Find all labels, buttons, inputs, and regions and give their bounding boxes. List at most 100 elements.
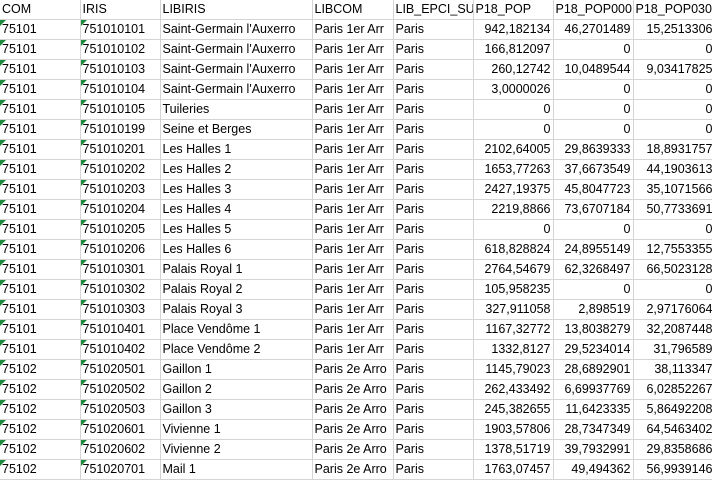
- cell[interactable]: 2764,54679: [473, 259, 554, 280]
- cell[interactable]: 38,113347: [633, 359, 712, 380]
- cell[interactable]: 0: [553, 279, 634, 300]
- cell[interactable]: Gaillon 1: [160, 359, 313, 380]
- cell[interactable]: 29,8358686: [633, 439, 712, 460]
- header-cell[interactable]: P18_POP030: [633, 0, 712, 20]
- cell[interactable]: 0: [553, 79, 634, 100]
- cell[interactable]: Paris 1er Arr: [312, 19, 394, 40]
- cell[interactable]: Paris: [393, 419, 474, 440]
- header-cell[interactable]: LIBIRIS: [160, 0, 313, 20]
- header-cell[interactable]: P18_POP: [473, 0, 554, 20]
- cell[interactable]: 1145,79023: [473, 359, 554, 380]
- cell[interactable]: 49,494362: [553, 459, 634, 480]
- cell[interactable]: Paris 2e Arro: [312, 379, 394, 400]
- cell[interactable]: 5,86492208: [633, 399, 712, 420]
- cell[interactable]: 1167,32772: [473, 319, 554, 340]
- cell[interactable]: Paris: [393, 119, 474, 140]
- cell[interactable]: 751010204: [80, 199, 161, 220]
- cell[interactable]: 11,6423335: [553, 399, 634, 420]
- cell[interactable]: Vivienne 2: [160, 439, 313, 460]
- cell[interactable]: 29,8639333: [553, 139, 634, 160]
- cell[interactable]: 66,5023128: [633, 259, 712, 280]
- cell[interactable]: Seine et Berges: [160, 119, 313, 140]
- cell[interactable]: 751010202: [80, 159, 161, 180]
- cell[interactable]: Paris: [393, 399, 474, 420]
- cell[interactable]: 75102: [0, 419, 81, 440]
- cell[interactable]: 751010101: [80, 19, 161, 40]
- cell[interactable]: Paris 1er Arr: [312, 79, 394, 100]
- cell[interactable]: Paris 1er Arr: [312, 259, 394, 280]
- cell[interactable]: 751010401: [80, 319, 161, 340]
- cell[interactable]: 46,2701489: [553, 19, 634, 40]
- cell[interactable]: Tuileries: [160, 99, 313, 120]
- cell[interactable]: 751010102: [80, 39, 161, 60]
- cell[interactable]: 751010402: [80, 339, 161, 360]
- cell[interactable]: 75102: [0, 379, 81, 400]
- cell[interactable]: 24,8955149: [553, 239, 634, 260]
- cell[interactable]: 2,898519: [553, 299, 634, 320]
- cell[interactable]: Gaillon 2: [160, 379, 313, 400]
- cell[interactable]: Saint-Germain l'Auxerro: [160, 59, 313, 80]
- cell[interactable]: Paris: [393, 79, 474, 100]
- cell[interactable]: Gaillon 3: [160, 399, 313, 420]
- cell[interactable]: 28,7347349: [553, 419, 634, 440]
- cell[interactable]: 75101: [0, 199, 81, 220]
- header-cell[interactable]: LIBCOM: [312, 0, 394, 20]
- cell[interactable]: 12,7553355: [633, 239, 712, 260]
- cell[interactable]: Paris 1er Arr: [312, 279, 394, 300]
- cell[interactable]: Palais Royal 3: [160, 299, 313, 320]
- cell[interactable]: 2219,8866: [473, 199, 554, 220]
- cell[interactable]: 751020602: [80, 439, 161, 460]
- cell[interactable]: Paris 2e Arro: [312, 419, 394, 440]
- cell[interactable]: Paris: [393, 379, 474, 400]
- cell[interactable]: Paris: [393, 179, 474, 200]
- cell[interactable]: 37,6673549: [553, 159, 634, 180]
- cell[interactable]: Paris 1er Arr: [312, 339, 394, 360]
- cell[interactable]: 44,1903613: [633, 159, 712, 180]
- cell[interactable]: Les Halles 1: [160, 139, 313, 160]
- cell[interactable]: 75101: [0, 19, 81, 40]
- cell[interactable]: 751020502: [80, 379, 161, 400]
- cell[interactable]: Saint-Germain l'Auxerro: [160, 79, 313, 100]
- cell[interactable]: 18,8931757: [633, 139, 712, 160]
- cell[interactable]: Paris 1er Arr: [312, 59, 394, 80]
- cell[interactable]: Paris: [393, 19, 474, 40]
- cell[interactable]: 62,3268497: [553, 259, 634, 280]
- cell[interactable]: 75101: [0, 179, 81, 200]
- cell[interactable]: 75101: [0, 99, 81, 120]
- cell[interactable]: 751010105: [80, 99, 161, 120]
- cell[interactable]: 0: [633, 39, 712, 60]
- cell[interactable]: Paris: [393, 299, 474, 320]
- header-cell[interactable]: COM: [0, 0, 81, 20]
- cell[interactable]: 105,958235: [473, 279, 554, 300]
- cell[interactable]: 0: [633, 119, 712, 140]
- cell[interactable]: Paris: [393, 139, 474, 160]
- cell[interactable]: 0: [553, 39, 634, 60]
- cell[interactable]: 32,2087448: [633, 319, 712, 340]
- cell[interactable]: Paris 2e Arro: [312, 459, 394, 480]
- cell[interactable]: 75101: [0, 79, 81, 100]
- cell[interactable]: 751020701: [80, 459, 161, 480]
- cell[interactable]: 1378,51719: [473, 439, 554, 460]
- cell[interactable]: 75101: [0, 159, 81, 180]
- cell[interactable]: 751020503: [80, 399, 161, 420]
- cell[interactable]: Place Vendôme 2: [160, 339, 313, 360]
- cell[interactable]: 50,7733691: [633, 199, 712, 220]
- cell[interactable]: Paris: [393, 219, 474, 240]
- cell[interactable]: 751010302: [80, 279, 161, 300]
- cell[interactable]: Paris 1er Arr: [312, 299, 394, 320]
- cell[interactable]: 751010205: [80, 219, 161, 240]
- cell[interactable]: 75102: [0, 439, 81, 460]
- cell[interactable]: Les Halles 6: [160, 239, 313, 260]
- cell[interactable]: 2102,64005: [473, 139, 554, 160]
- cell[interactable]: Les Halles 4: [160, 199, 313, 220]
- cell[interactable]: 751010301: [80, 259, 161, 280]
- cell[interactable]: Saint-Germain l'Auxerro: [160, 19, 313, 40]
- cell[interactable]: Vivienne 1: [160, 419, 313, 440]
- cell[interactable]: Paris: [393, 439, 474, 460]
- cell[interactable]: Paris 1er Arr: [312, 139, 394, 160]
- cell[interactable]: 0: [633, 279, 712, 300]
- cell[interactable]: 6,02852267: [633, 379, 712, 400]
- cell[interactable]: Paris 1er Arr: [312, 99, 394, 120]
- cell[interactable]: 1763,07457: [473, 459, 554, 480]
- cell[interactable]: Paris: [393, 359, 474, 380]
